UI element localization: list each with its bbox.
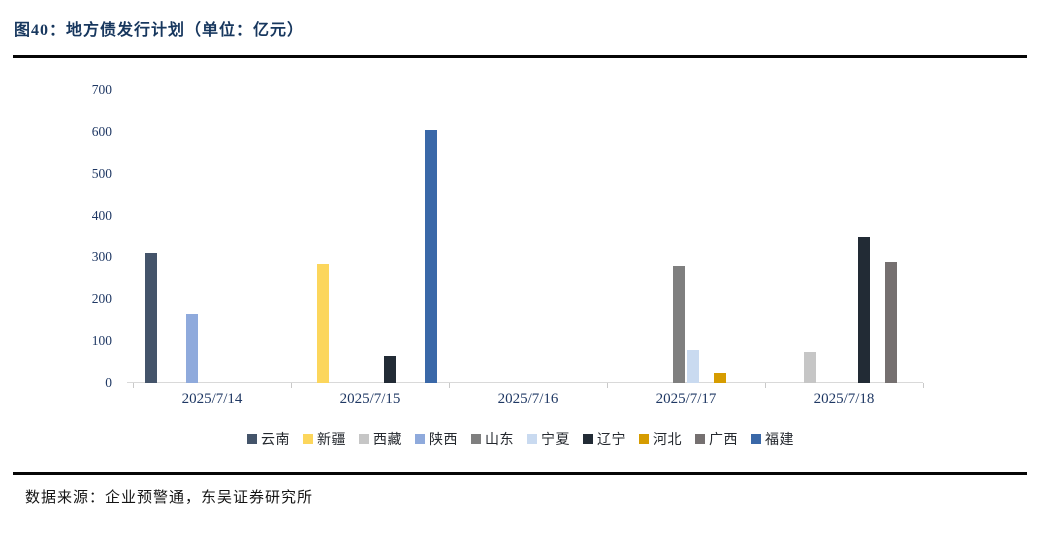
bar-福建-2025/7/15: [424, 129, 437, 383]
x-axis-tick: [291, 383, 292, 388]
bar-新疆-2025/7/15: [316, 263, 329, 383]
bar-西藏-2025/7/18: [804, 351, 817, 383]
legend-item-山东: 山东: [471, 429, 514, 449]
bar-陕西-2025/7/14: [185, 313, 198, 383]
legend-item-辽宁: 辽宁: [583, 429, 626, 449]
y-axis-tick-label: 200: [91, 291, 112, 307]
legend-label: 陕西: [429, 433, 458, 448]
legend-swatch-icon: [527, 434, 537, 444]
bar-宁夏-2025/7/17: [686, 349, 699, 383]
legend-swatch-icon: [303, 434, 313, 444]
legend-item-西藏: 西藏: [359, 429, 402, 449]
legend-label: 广西: [709, 433, 738, 448]
x-axis-tick: [449, 383, 450, 388]
legend-swatch-icon: [639, 434, 649, 444]
legend-item-云南: 云南: [247, 429, 290, 449]
bar-group: [291, 90, 449, 383]
y-axis-tick-label: 0: [105, 375, 112, 390]
x-axis-tick-label: 2025/7/18: [813, 391, 875, 407]
bar-河北-2025/7/17: [713, 372, 726, 383]
legend-label: 辽宁: [597, 433, 626, 448]
y-axis-tick-label: 600: [91, 123, 112, 139]
legend-item-河北: 河北: [639, 429, 682, 449]
y-axis-tick-label: 400: [91, 207, 112, 223]
legend-swatch-icon: [695, 434, 705, 444]
bar-山东-2025/7/17: [673, 265, 686, 383]
legend-label: 云南: [261, 433, 290, 448]
legend-label: 宁夏: [541, 433, 570, 448]
x-axis-tick: [923, 383, 924, 388]
data-source-note: 数据来源：企业预警通，东吴证券研究所: [25, 490, 314, 506]
legend-item-宁夏: 宁夏: [527, 429, 570, 449]
x-axis-tick: [133, 383, 134, 388]
legend-label: 西藏: [373, 433, 402, 448]
legend-item-广西: 广西: [695, 429, 738, 449]
legend-swatch-icon: [415, 434, 425, 444]
chart-legend: 云南 新疆 西藏 陕西 山东 宁夏 辽宁 河北 广西 福建: [0, 429, 1041, 449]
legend-label: 山东: [485, 433, 514, 448]
y-axis-tick-label: 100: [91, 333, 112, 349]
bar-辽宁-2025/7/18: [858, 236, 871, 383]
x-axis-tick-label: 2025/7/17: [655, 391, 717, 407]
x-axis-line: [127, 382, 923, 383]
legend-item-陕西: 陕西: [415, 429, 458, 449]
bar-group: [765, 90, 923, 383]
legend-label: 新疆: [317, 433, 346, 448]
bar-辽宁-2025/7/15: [384, 355, 397, 383]
top-divider: [13, 55, 1027, 58]
legend-item-新疆: 新疆: [303, 429, 346, 449]
legend-label: 福建: [765, 433, 794, 448]
y-axis-tick-label: 300: [91, 249, 112, 265]
legend-swatch-icon: [359, 434, 369, 444]
legend-swatch-icon: [247, 434, 257, 444]
bar-chart-plot-area: [127, 90, 924, 388]
x-axis-tick-label: 2025/7/15: [339, 391, 401, 407]
y-axis-tick-label: 500: [91, 165, 112, 181]
bar-广西-2025/7/18: [885, 261, 898, 383]
legend-swatch-icon: [751, 434, 761, 444]
bar-group: [133, 90, 291, 383]
bar-group: [449, 90, 607, 383]
x-axis-tick-label: 2025/7/16: [497, 391, 559, 407]
legend-swatch-icon: [583, 434, 593, 444]
y-axis-tick-label: 700: [91, 82, 112, 97]
legend-label: 河北: [653, 433, 682, 448]
legend-swatch-icon: [471, 434, 481, 444]
x-axis-tick: [607, 383, 608, 388]
legend-item-福建: 福建: [751, 429, 794, 449]
x-axis-tick-label: 2025/7/14: [181, 391, 243, 407]
bar-云南-2025/7/14: [145, 253, 158, 383]
figure-title: 图40：地方债发行计划（单位：亿元）: [14, 22, 305, 39]
bar-group: [607, 90, 765, 383]
x-axis-tick: [765, 383, 766, 388]
bottom-divider: [13, 472, 1027, 475]
